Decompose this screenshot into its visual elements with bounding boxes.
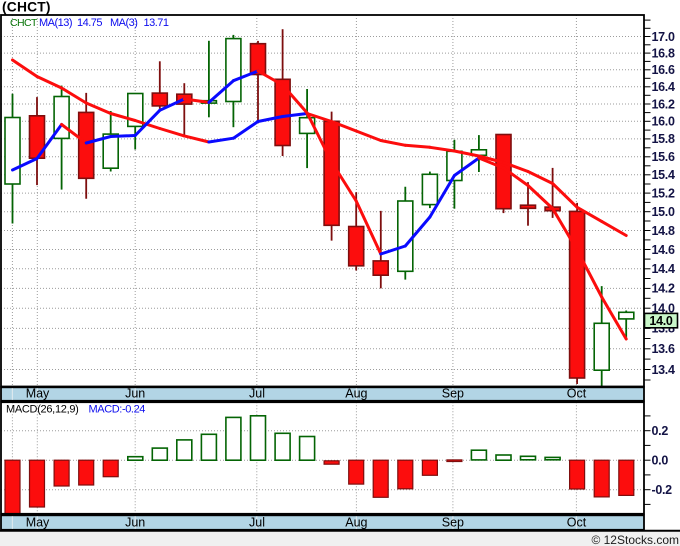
svg-text:14.6: 14.6 [652,243,675,257]
svg-text:16.6: 16.6 [652,63,675,77]
svg-text:14.4: 14.4 [652,262,675,276]
svg-text:Aug: Aug [345,387,367,401]
svg-text:Oct: Oct [567,387,587,401]
svg-text:13.4: 13.4 [652,363,675,377]
svg-text:16.0: 16.0 [652,115,675,129]
svg-text:14.2: 14.2 [652,282,675,296]
svg-text:Aug: Aug [345,515,367,529]
svg-text:Oct: Oct [567,515,587,529]
svg-text:Jul: Jul [249,515,265,529]
svg-text:14.75: 14.75 [77,17,102,29]
svg-text:Sep: Sep [442,515,464,529]
svg-text:17.0: 17.0 [652,30,675,44]
svg-text:Jun: Jun [125,387,145,401]
svg-text:© 12Stocks.com: © 12Stocks.com [591,533,679,546]
svg-text:15.2: 15.2 [652,186,675,200]
svg-text:16.4: 16.4 [652,80,675,94]
svg-text:Sep: Sep [442,387,464,401]
svg-text:14.0: 14.0 [652,302,675,316]
svg-text:May: May [26,387,50,401]
svg-text:May: May [26,515,50,529]
svg-text:Jun: Jun [125,515,145,529]
svg-text:MA(3): MA(3) [110,17,137,29]
svg-text:0.2: 0.2 [652,424,669,438]
svg-text:MA(13): MA(13) [39,17,72,29]
svg-text:14.8: 14.8 [652,224,675,238]
svg-text:MACD:-0.24: MACD:-0.24 [89,404,146,416]
svg-text:15.6: 15.6 [652,150,675,164]
svg-text:CHCT: CHCT [10,17,38,29]
svg-text:MACD(26,12,9): MACD(26,12,9) [6,404,79,416]
svg-text:16.8: 16.8 [652,46,675,60]
svg-text:13.71: 13.71 [144,17,169,29]
svg-text:14.0: 14.0 [649,314,672,328]
svg-text:0.0: 0.0 [652,454,669,468]
svg-text:Jul: Jul [249,387,265,401]
svg-text:16.2: 16.2 [652,97,675,111]
svg-text:15.4: 15.4 [652,168,675,182]
svg-text:-0.2: -0.2 [652,483,673,497]
svg-text:13.6: 13.6 [652,342,675,356]
svg-text:(CHCT): (CHCT) [2,0,51,15]
svg-text:15.8: 15.8 [652,132,675,146]
svg-text:15.0: 15.0 [652,205,675,219]
